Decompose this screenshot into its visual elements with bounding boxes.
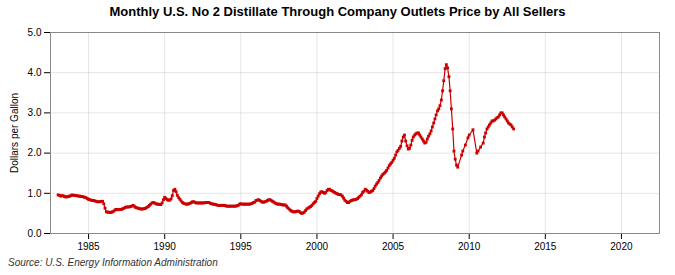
svg-text:2005: 2005 — [382, 241, 405, 252]
svg-text:Dollars per Gallon: Dollars per Gallon — [9, 93, 20, 173]
svg-text:1.0: 1.0 — [28, 188, 42, 199]
svg-text:2.0: 2.0 — [28, 147, 42, 158]
svg-text:4.0: 4.0 — [28, 67, 42, 78]
svg-text:2020: 2020 — [610, 241, 633, 252]
svg-text:2015: 2015 — [534, 241, 557, 252]
html-text:Source: U.S. Energy Informatio: Source: U.S. Energy Information Administ… — [8, 257, 218, 268]
svg-text:2000: 2000 — [306, 241, 329, 252]
svg-text:1990: 1990 — [154, 241, 177, 252]
svg-text:5.0: 5.0 — [28, 27, 42, 38]
svg-text:1995: 1995 — [230, 241, 253, 252]
svg-text:3.0: 3.0 — [28, 107, 42, 118]
html-text:Monthly U.S. No 2 Distillate T: Monthly U.S. No 2 Distillate Through Com… — [109, 4, 566, 19]
svg-text:1985: 1985 — [77, 241, 100, 252]
svg-text:2010: 2010 — [458, 241, 481, 252]
svg-text:0.0: 0.0 — [28, 228, 42, 239]
